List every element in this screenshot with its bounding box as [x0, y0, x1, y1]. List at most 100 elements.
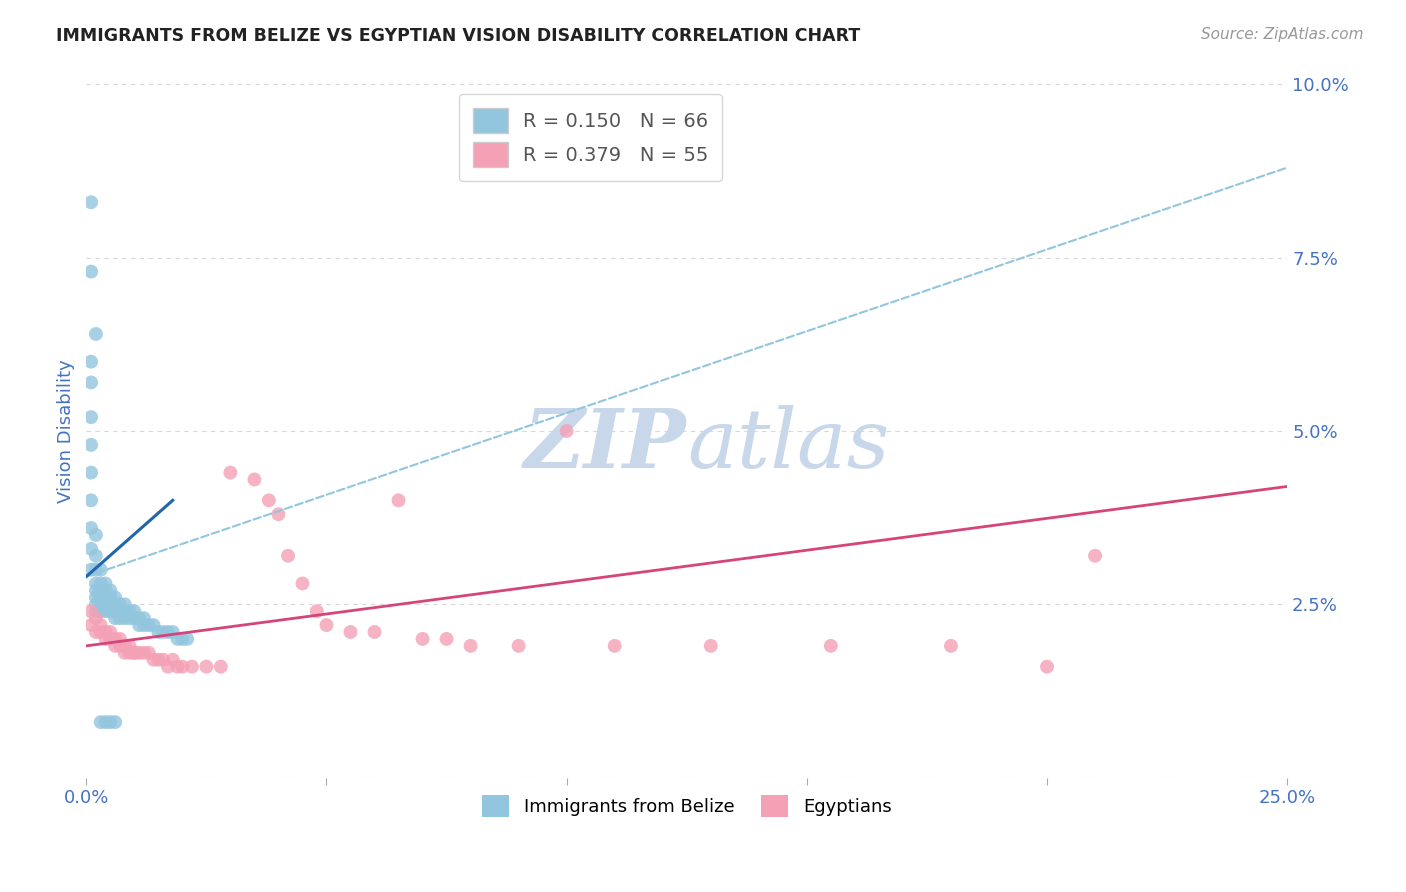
Point — [114, 646, 136, 660]
Point — [142, 653, 165, 667]
Point — [132, 646, 155, 660]
Point — [132, 611, 155, 625]
Point — [114, 604, 136, 618]
Point — [80, 604, 103, 618]
Point — [94, 576, 117, 591]
Point — [108, 611, 131, 625]
Legend: Immigrants from Belize, Egyptians: Immigrants from Belize, Egyptians — [475, 788, 898, 824]
Point — [142, 618, 165, 632]
Point — [84, 604, 107, 618]
Point — [124, 604, 146, 618]
Text: atlas: atlas — [686, 405, 889, 485]
Point — [94, 715, 117, 730]
Point — [172, 659, 194, 673]
Point — [162, 625, 184, 640]
Point — [138, 646, 160, 660]
Text: ZIP: ZIP — [524, 405, 686, 485]
Point — [84, 583, 107, 598]
Point — [243, 473, 266, 487]
Point — [98, 597, 121, 611]
Point — [436, 632, 458, 646]
Point — [108, 597, 131, 611]
Point — [114, 611, 136, 625]
Point — [90, 625, 112, 640]
Point — [80, 466, 103, 480]
Point — [104, 715, 127, 730]
Point — [90, 576, 112, 591]
Point — [108, 604, 131, 618]
Point — [209, 659, 232, 673]
Point — [156, 659, 179, 673]
Point — [128, 646, 150, 660]
Point — [98, 604, 121, 618]
Point — [108, 632, 131, 646]
Point — [80, 438, 103, 452]
Point — [80, 410, 103, 425]
Point — [118, 646, 141, 660]
Point — [80, 618, 103, 632]
Point — [104, 604, 127, 618]
Point — [387, 493, 409, 508]
Point — [98, 632, 121, 646]
Point — [412, 632, 434, 646]
Point — [603, 639, 626, 653]
Point — [94, 591, 117, 605]
Point — [172, 632, 194, 646]
Text: IMMIGRANTS FROM BELIZE VS EGYPTIAN VISION DISABILITY CORRELATION CHART: IMMIGRANTS FROM BELIZE VS EGYPTIAN VISIO… — [56, 27, 860, 45]
Point — [84, 576, 107, 591]
Point — [94, 583, 117, 598]
Point — [315, 618, 337, 632]
Point — [84, 611, 107, 625]
Point — [460, 639, 482, 653]
Point — [176, 632, 198, 646]
Point — [267, 507, 290, 521]
Point — [820, 639, 842, 653]
Point — [98, 583, 121, 598]
Point — [84, 591, 107, 605]
Point — [90, 597, 112, 611]
Point — [118, 639, 141, 653]
Point — [104, 632, 127, 646]
Point — [80, 376, 103, 390]
Point — [166, 632, 188, 646]
Point — [508, 639, 530, 653]
Point — [124, 646, 146, 660]
Point — [94, 604, 117, 618]
Point — [124, 611, 146, 625]
Point — [108, 639, 131, 653]
Point — [80, 354, 103, 368]
Point — [98, 591, 121, 605]
Point — [94, 597, 117, 611]
Point — [124, 646, 146, 660]
Point — [94, 632, 117, 646]
Point — [152, 653, 174, 667]
Point — [939, 639, 962, 653]
Point — [118, 604, 141, 618]
Point — [90, 563, 112, 577]
Point — [98, 625, 121, 640]
Point — [128, 618, 150, 632]
Point — [257, 493, 280, 508]
Point — [90, 715, 112, 730]
Point — [98, 715, 121, 730]
Point — [148, 653, 170, 667]
Point — [84, 528, 107, 542]
Y-axis label: Vision Disability: Vision Disability — [58, 359, 75, 503]
Point — [90, 583, 112, 598]
Point — [80, 563, 103, 577]
Point — [166, 659, 188, 673]
Point — [132, 618, 155, 632]
Point — [162, 653, 184, 667]
Point — [152, 625, 174, 640]
Point — [84, 326, 107, 341]
Point — [138, 618, 160, 632]
Point — [555, 424, 578, 438]
Point — [363, 625, 385, 640]
Point — [291, 576, 314, 591]
Point — [80, 521, 103, 535]
Point — [148, 625, 170, 640]
Point — [305, 604, 328, 618]
Point — [84, 597, 107, 611]
Point — [80, 264, 103, 278]
Point — [104, 597, 127, 611]
